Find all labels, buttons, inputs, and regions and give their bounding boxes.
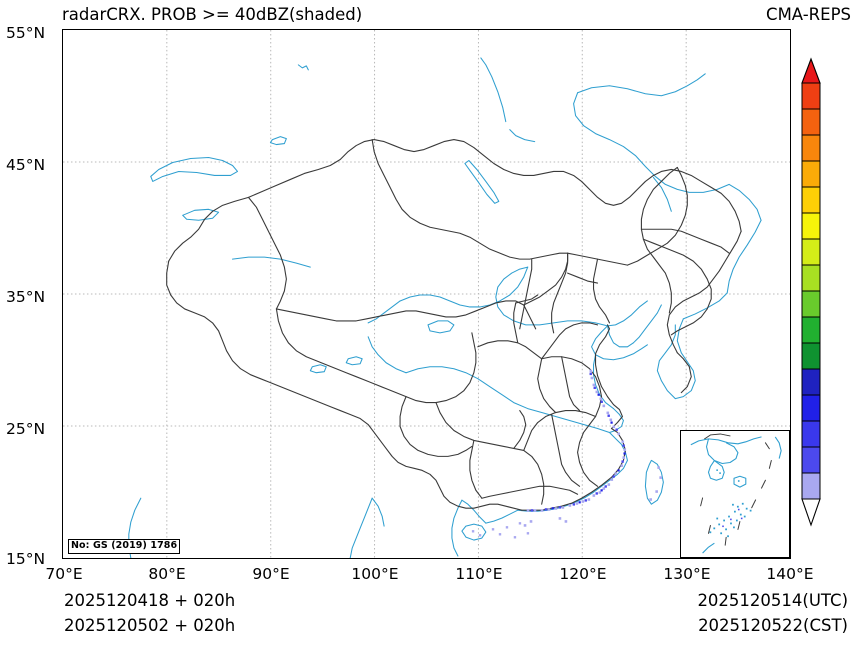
model-label: CMA-REPS: [766, 5, 851, 24]
boundary-layer: [166, 139, 742, 511]
footer-init-time-utc: 2025120418 + 020h: [64, 591, 236, 610]
xtick-70e: 70°E: [45, 565, 83, 583]
footer-init-time-cst: 2025120502 + 020h: [64, 616, 236, 635]
xtick-100e: 100°E: [351, 565, 399, 583]
xtick-120e: 120°E: [559, 565, 607, 583]
probability-colorbar[interactable]: 99 93 86 79 73 66 59 53 46 39 33 26 19 1…: [800, 57, 822, 527]
footer-valid-time-utc: 2025120514(UTC): [697, 591, 848, 610]
ytick-55n: 55°N: [6, 24, 46, 42]
south-china-sea-inset[interactable]: [680, 430, 790, 558]
xtick-110e: 110°E: [455, 565, 503, 583]
ytick-15n: 15°N: [6, 550, 46, 568]
xtick-130e: 130°E: [663, 565, 711, 583]
colorbar-canvas: [801, 57, 821, 527]
map-canvas: [63, 30, 790, 558]
ytick-45n: 45°N: [6, 156, 46, 174]
page-title: radarCRX. PROB >= 40dBZ(shaded): [62, 5, 363, 24]
xtick-80e: 80°E: [148, 565, 186, 583]
xtick-90e: 90°E: [252, 565, 290, 583]
map-approval-number: No: GS (2019) 1786: [68, 539, 181, 554]
footer-valid-time-cst: 2025120522(CST): [698, 616, 848, 635]
inset-canvas: [690, 433, 782, 554]
coastline-layer: [128, 57, 762, 558]
map-plot-area[interactable]: No: GS (2019) 1786: [62, 29, 791, 559]
ytick-25n: 25°N: [6, 420, 46, 438]
xtick-140e: 140°E: [766, 565, 814, 583]
ytick-35n: 35°N: [6, 288, 46, 306]
